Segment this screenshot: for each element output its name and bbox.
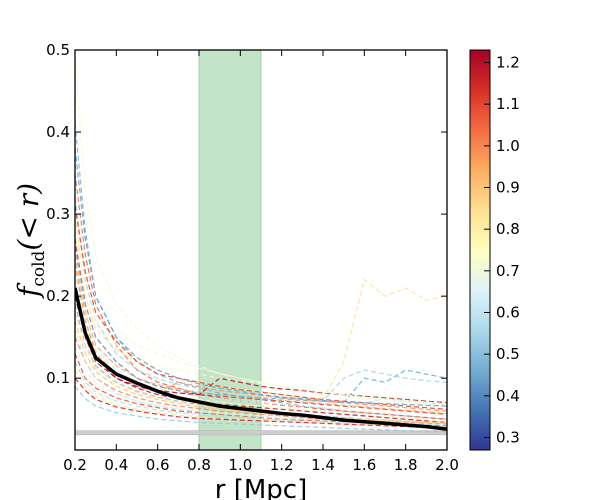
colorbar-tick-label: 1.2	[496, 54, 520, 72]
series-line-16	[75, 361, 447, 428]
x-tick-label: 1.0	[228, 456, 252, 474]
series-line-24	[75, 312, 447, 424]
x-tick-label: 1.4	[311, 456, 335, 474]
colorbar-tick-label: 0.8	[496, 220, 520, 238]
x-tick-label: 1.2	[270, 456, 294, 474]
series-line-20	[75, 230, 447, 404]
series-line-18	[75, 377, 447, 429]
y-tick-label: 0.1	[46, 369, 70, 387]
series-line-9	[75, 279, 447, 422]
series-line-21	[75, 263, 447, 412]
colorbar-tick-label: 1.1	[496, 95, 520, 113]
x-tick-label: 2.0	[435, 456, 459, 474]
baseline-band	[75, 430, 447, 436]
mean-line	[75, 287, 447, 431]
series-line-12	[75, 320, 447, 424]
y-tick-label: 0.3	[46, 205, 70, 223]
colorbar	[469, 49, 491, 451]
y-tick-label: 0.2	[46, 287, 70, 305]
x-tick-label: 0.8	[187, 456, 211, 474]
series-line-5	[75, 214, 447, 401]
series-line-8	[75, 271, 447, 411]
x-tick-label: 0.2	[63, 456, 87, 474]
series-line-14	[75, 345, 447, 426]
series-line-27	[75, 164, 447, 405]
series-line-4	[75, 197, 447, 402]
x-tick-label: 0.4	[104, 456, 128, 474]
y-tick-label: 0.5	[46, 41, 70, 59]
series-line-26	[75, 205, 447, 410]
colorbar-tick-label: 0.9	[496, 179, 520, 197]
colorbar-tick-label: 0.6	[496, 304, 520, 322]
x-tick-label: 1.8	[394, 456, 418, 474]
colorbar-tick-label: 0.3	[496, 429, 520, 447]
shaded-band	[198, 50, 262, 450]
colorbar-tick-label: 0.7	[496, 262, 520, 280]
x-tick-label: 1.6	[352, 456, 376, 474]
series-line-19	[75, 246, 447, 404]
colorbar-tick-label: 1.0	[496, 137, 520, 155]
series-line-17	[75, 369, 447, 428]
colorbar-tick-label: 0.4	[496, 387, 520, 405]
plot-frame	[74, 49, 448, 451]
series-line-7	[75, 254, 447, 415]
series-line-22	[75, 287, 447, 404]
x-axis-label: r [Mpc]	[215, 475, 307, 500]
series-line-1	[75, 58, 447, 407]
series-line-25	[75, 386, 447, 433]
y-axis-label: fcold(< r)	[12, 183, 49, 299]
x-tick-label: 0.6	[146, 456, 170, 474]
y-tick-label: 0.4	[46, 123, 70, 141]
colorbar-tick-label: 0.5	[496, 345, 520, 363]
series-line-28	[75, 148, 447, 407]
